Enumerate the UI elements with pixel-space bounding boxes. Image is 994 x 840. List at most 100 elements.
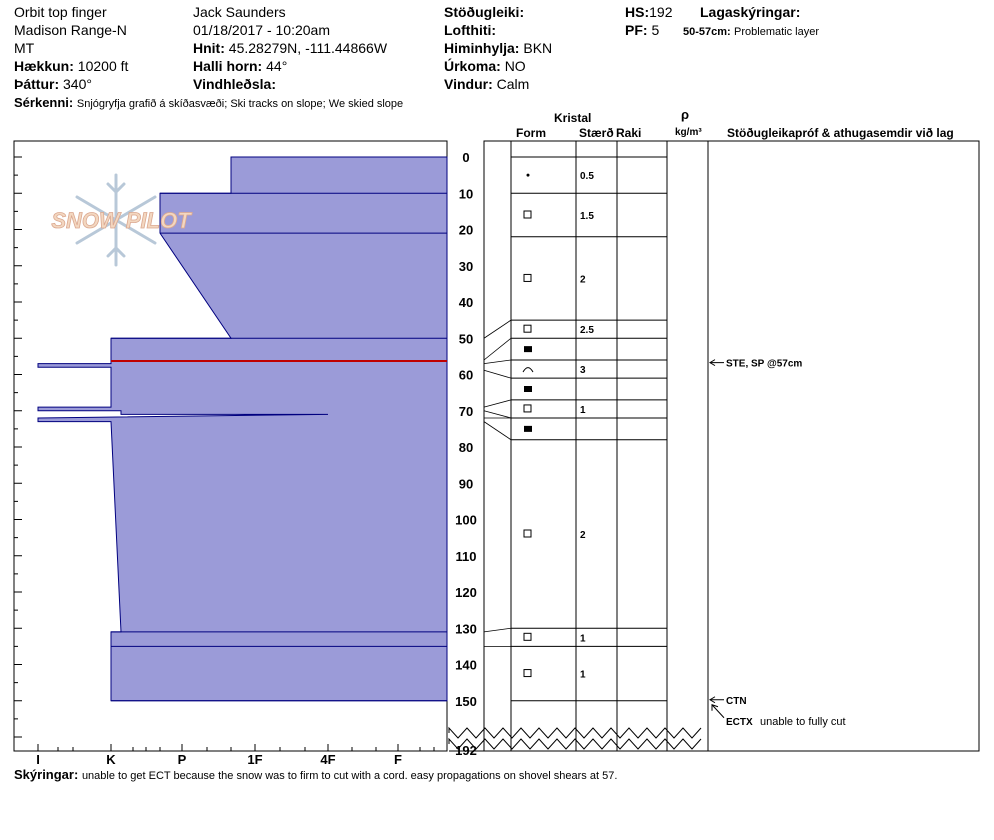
sky-value: BKN <box>523 40 553 56</box>
layer-connector-line <box>483 319 512 339</box>
density-unit: kg/m³ <box>675 127 702 138</box>
stability-test-comment: unable to fully cut <box>760 716 846 728</box>
features-value: Snjógryfja grafið á skíðasvæði; Ski trac… <box>76 98 404 110</box>
features-field: Sérkenni: Snjógryfja grafið á skíðasvæði… <box>14 95 403 112</box>
layer-note: 50-57cm: Problematic layer <box>683 23 819 40</box>
layer-form-icon <box>523 529 532 538</box>
test-arrow-icon <box>711 704 719 711</box>
aspect-value: 340° <box>63 76 92 92</box>
location-name: Orbit top finger <box>14 4 107 20</box>
slope-value: 44° <box>266 58 288 74</box>
depth-tick-label: 110 <box>456 549 477 564</box>
layer-size-label: 2 <box>580 274 586 285</box>
layer-form-icon <box>524 386 532 392</box>
crystal-header: Kristal <box>554 111 592 125</box>
wind-value: Calm <box>496 76 530 92</box>
wind-field: Vindur: Calm <box>444 76 529 92</box>
layer-form-icon <box>524 346 532 353</box>
hs-field: HS:192 <box>625 4 672 20</box>
hardness-tick-label: 4F <box>320 752 335 767</box>
layer-size-label: 3 <box>580 365 586 376</box>
aspect-label: Þáttur: <box>14 76 60 92</box>
layer-size-label: 2.5 <box>580 325 594 336</box>
wind-label: Vindur: <box>444 76 493 92</box>
pf-value: 5 <box>651 22 660 38</box>
pf-label: PF: <box>625 22 648 38</box>
depth-tick-label: 40 <box>459 295 473 310</box>
slope-label: Halli horn: <box>193 58 263 74</box>
hardness-tick-label: I <box>36 752 40 767</box>
features-label: Sérkenni: <box>14 95 74 110</box>
depth-tick-label: 150 <box>455 694 477 709</box>
footer-notes: Skýringar: unable to get ECT because the… <box>14 767 617 784</box>
depth-tick-label: 90 <box>459 476 473 491</box>
layer-connector-line <box>483 359 512 365</box>
depth-tick-label: 80 <box>459 440 473 455</box>
layer-size-label: 1 <box>580 633 586 644</box>
layer-table-frame <box>483 140 980 752</box>
elevation-label: Hækkun: <box>14 58 74 74</box>
depth-tick-label: 50 <box>459 331 473 346</box>
layer-form-icon <box>523 273 532 282</box>
hardness-tick-label: 1F <box>247 752 262 767</box>
stability-test-label: ECTX <box>726 717 753 728</box>
layer-size-label: 1 <box>580 670 586 681</box>
form-header: Form <box>516 126 546 140</box>
depth-tick-label: 0 <box>462 150 469 165</box>
hs-value: 192 <box>649 4 673 20</box>
layer-notes-label: Lagaskýringar: <box>700 4 801 20</box>
hs-label: HS: <box>625 4 650 20</box>
depth-tick-label: 30 <box>459 259 473 274</box>
layer-note-range: 50-57cm: <box>683 26 731 38</box>
layer-size-label: 1.5 <box>580 211 594 222</box>
tests-header: Stöðugleikapróf & athugasemdir við lag <box>727 126 954 140</box>
layer-form-icon <box>523 632 532 641</box>
depth-tick-label: 20 <box>459 223 473 238</box>
moisture-header: Raki <box>616 126 642 140</box>
elevation-value: 10200 ft <box>77 58 129 74</box>
coords-field: Hnit: 45.28279N, -111.44866W <box>193 40 387 56</box>
stability-test-label: STE, SP @57cm <box>726 359 802 370</box>
layer-connector-line <box>483 410 512 419</box>
test-pointer-line <box>711 704 725 719</box>
layer-connector-line <box>483 627 512 633</box>
layer-form-icon <box>523 404 532 413</box>
hardness-plot: I K P 1F 4F F <box>13 140 448 767</box>
state-name: MT <box>14 40 35 56</box>
depth-break-zigzag <box>448 726 702 739</box>
layer-connector-line <box>483 399 512 408</box>
layer-form-icon <box>523 210 532 219</box>
depth-tick-label: 100 <box>455 513 477 528</box>
stability-test-label: CTN <box>726 696 747 707</box>
layer-form-icon <box>523 324 532 333</box>
observer-name: Jack Saunders <box>193 4 286 20</box>
layer-size-label: 1 <box>580 405 586 416</box>
coords-label: Hnit: <box>193 40 225 56</box>
snowpilot-logo: SNOW PILOT <box>51 173 193 267</box>
layer-size-label: 2 <box>580 530 586 541</box>
layer-form-icon <box>526 173 530 177</box>
elevation-field: Hækkun: 10200 ft <box>14 58 128 74</box>
depth-tick-label: 140 <box>455 658 477 673</box>
layer-form-icon <box>524 425 532 432</box>
pf-field: PF: 5 <box>625 22 659 38</box>
depth-break-zigzag <box>448 737 702 750</box>
depth-tick-label: 130 <box>455 621 477 636</box>
depth-tick-label: 60 <box>459 368 473 383</box>
range-name: Madison Range-N <box>14 22 127 38</box>
layer-form-icon <box>523 669 532 678</box>
depth-tick-label: 10 <box>459 186 473 201</box>
hardness-tick-label: P <box>178 752 187 767</box>
sky-field: Himinhylja: BKN <box>444 40 552 56</box>
hardness-tick-label: K <box>106 752 116 767</box>
stability-tests: STE, SP @57cm CTN ECTX unable to fully cut <box>709 359 846 728</box>
precip-value: NO <box>504 58 526 74</box>
depth-tick-label: 70 <box>459 404 473 419</box>
layer-form-icon <box>522 367 534 373</box>
wind-loading-label: Vindhleðsla: <box>193 76 276 92</box>
size-header: Stærð <box>579 126 614 140</box>
density-symbol: ρ <box>681 107 690 122</box>
sky-label: Himinhylja: <box>444 40 520 56</box>
